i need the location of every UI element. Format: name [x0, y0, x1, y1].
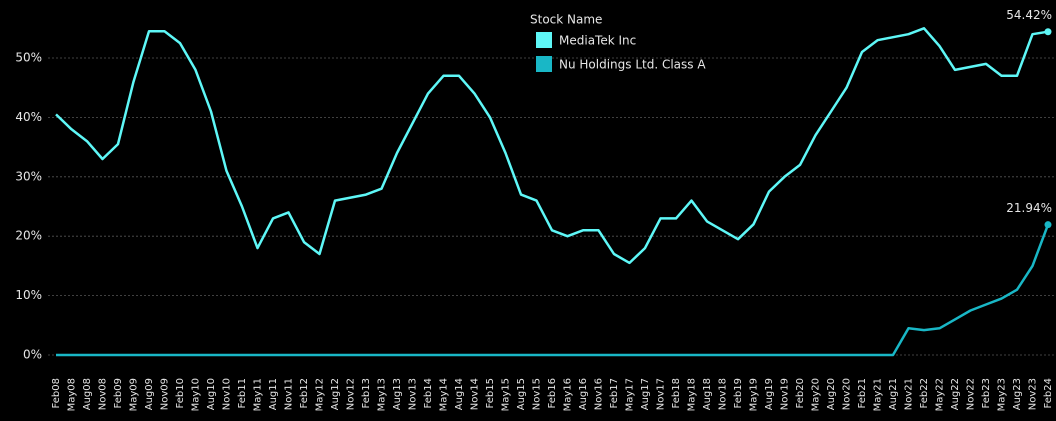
- x-tick-label: Aug12: [330, 378, 341, 410]
- x-tick-label: May17: [625, 378, 636, 411]
- x-tick-label: Nov08: [98, 378, 109, 410]
- x-tick-label: Feb13: [361, 378, 372, 408]
- x-tick-label: May11: [253, 378, 264, 411]
- x-tick-label: May08: [67, 378, 78, 411]
- x-tick-label: Nov11: [284, 378, 295, 410]
- x-tick-label: May12: [315, 378, 326, 411]
- x-tick-label: Nov10: [222, 378, 233, 410]
- x-tick-label: Aug10: [206, 378, 217, 410]
- end-dot: [1044, 28, 1052, 36]
- x-tick-label: Aug22: [950, 378, 961, 410]
- x-tick-label: Feb11: [237, 378, 248, 408]
- x-tick-label: Feb10: [175, 378, 186, 408]
- x-tick-label: Feb16: [547, 378, 558, 408]
- x-tick-label: Aug18: [702, 378, 713, 410]
- x-tick-label: Feb24: [1043, 378, 1054, 408]
- x-tick-label: May22: [935, 378, 946, 411]
- x-tick-label: Nov15: [532, 378, 543, 410]
- legend-swatch: [536, 32, 552, 48]
- end-dot: [1044, 221, 1052, 229]
- x-tick-label: Nov22: [966, 378, 977, 410]
- x-tick-label: Feb14: [423, 378, 434, 408]
- x-tick-label: Nov16: [594, 378, 605, 410]
- x-tick-label: Aug23: [1012, 378, 1023, 410]
- x-tick-label: Feb22: [919, 378, 930, 408]
- x-tick-label: Feb20: [795, 378, 806, 408]
- end-label: 54.42%: [1006, 8, 1052, 22]
- x-tick-label: May21: [873, 378, 884, 411]
- y-tick-label: 10%: [15, 288, 42, 302]
- x-tick-label: Feb19: [733, 378, 744, 408]
- x-tick-label: Nov13: [408, 378, 419, 410]
- x-tick-label: Nov19: [780, 378, 791, 410]
- y-tick-label: 30%: [15, 169, 42, 183]
- legend-label: MediaTek Inc: [559, 34, 636, 48]
- x-tick-label: Nov23: [1028, 378, 1039, 410]
- x-tick-label: Nov20: [842, 378, 853, 410]
- x-tick-label: Nov21: [904, 378, 915, 410]
- legend-label: Nu Holdings Ltd. Class A: [559, 58, 706, 72]
- x-tick-label: Aug11: [268, 378, 279, 410]
- x-tick-label: May16: [563, 378, 574, 411]
- x-tick-label: Nov09: [160, 378, 171, 410]
- x-tick-label: May13: [377, 378, 388, 411]
- x-tick-label: Aug14: [454, 378, 465, 410]
- x-tick-label: Nov17: [656, 378, 667, 410]
- end-label: 21.94%: [1006, 201, 1052, 215]
- y-tick-label: 50%: [15, 50, 42, 64]
- x-tick-label: Feb12: [299, 378, 310, 408]
- x-tick-label: May19: [749, 378, 760, 411]
- x-tick-label: Aug16: [578, 378, 589, 410]
- x-tick-label: Aug15: [516, 378, 527, 410]
- y-tick-label: 40%: [15, 110, 42, 124]
- x-tick-label: Feb15: [485, 378, 496, 408]
- x-tick-label: May09: [129, 378, 140, 411]
- x-tick-label: Nov14: [470, 378, 481, 410]
- x-tick-label: Nov18: [718, 378, 729, 410]
- x-tick-label: Feb17: [609, 378, 620, 408]
- x-tick-label: Aug09: [144, 378, 155, 410]
- series-line: [55, 27, 1049, 265]
- x-tick-label: Feb21: [857, 378, 868, 408]
- x-tick-label: May23: [997, 378, 1008, 411]
- x-tick-label: May14: [439, 378, 450, 411]
- x-tick-label: Feb23: [981, 378, 992, 408]
- y-tick-label: 20%: [15, 229, 42, 243]
- y-tick-label: 0%: [23, 348, 42, 362]
- series-line: [56, 224, 1050, 357]
- x-tick-label: Aug17: [640, 378, 651, 410]
- x-tick-label: Aug21: [888, 378, 899, 410]
- x-tick-label: May10: [191, 378, 202, 411]
- x-tick-label: Aug08: [82, 378, 93, 410]
- x-tick-label: Feb18: [671, 378, 682, 408]
- x-tick-label: Aug20: [826, 378, 837, 410]
- legend-swatch: [536, 56, 552, 72]
- x-tick-label: May20: [811, 378, 822, 411]
- x-tick-label: Aug19: [764, 378, 775, 410]
- x-tick-label: May15: [501, 378, 512, 411]
- x-tick-label: Feb08: [51, 378, 62, 408]
- legend-title: Stock Name: [530, 13, 602, 27]
- x-tick-label: Aug13: [392, 378, 403, 410]
- x-tick-label: May18: [687, 378, 698, 411]
- x-tick-label: Nov12: [346, 378, 357, 410]
- x-tick-label: Feb09: [113, 378, 124, 408]
